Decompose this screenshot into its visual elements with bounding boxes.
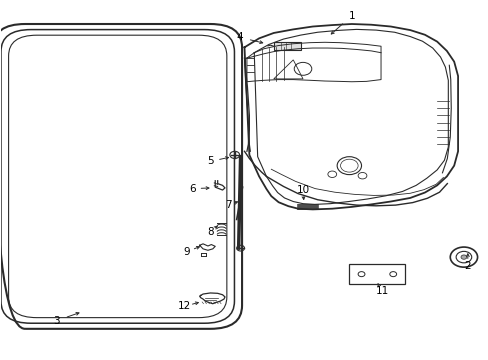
Text: 1: 1 xyxy=(348,11,354,21)
Bar xyxy=(348,264,405,284)
Bar xyxy=(273,42,300,50)
Text: 12: 12 xyxy=(178,301,191,311)
Text: 2: 2 xyxy=(464,261,470,271)
Text: 6: 6 xyxy=(189,184,195,194)
Text: 7: 7 xyxy=(225,200,232,210)
Text: 11: 11 xyxy=(375,286,388,296)
Text: 3: 3 xyxy=(53,316,60,325)
Circle shape xyxy=(460,255,466,259)
Text: 9: 9 xyxy=(183,247,190,257)
Text: 5: 5 xyxy=(206,156,213,166)
Text: 10: 10 xyxy=(296,185,309,195)
Text: 4: 4 xyxy=(236,32,243,42)
Text: 8: 8 xyxy=(206,227,213,237)
